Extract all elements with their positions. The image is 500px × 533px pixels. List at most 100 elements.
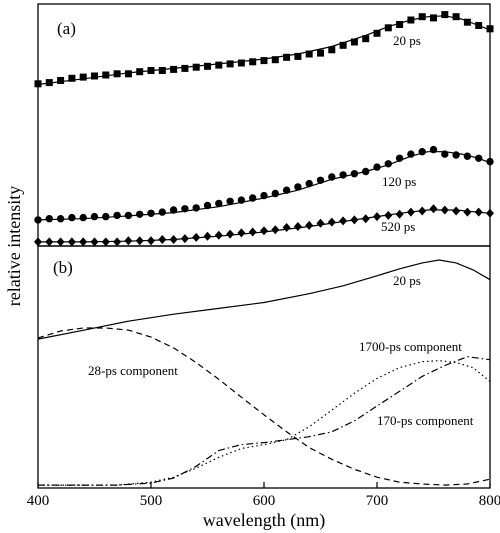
panel-a-120-ps-data-point bbox=[429, 145, 438, 154]
panel-a-120-ps-data-point bbox=[294, 183, 302, 191]
panel-a-20-ps-data-point bbox=[57, 77, 65, 84]
panel-a-120-ps-data-point bbox=[203, 201, 212, 210]
panel-a-20-ps-data-point bbox=[396, 21, 404, 28]
panel-a-20-ps-data-point bbox=[249, 58, 257, 66]
panel-a-120-ps-data-point bbox=[271, 189, 279, 198]
panel-a-20-ps-data-point bbox=[102, 71, 110, 79]
x-axis-title: wavelength (nm) bbox=[203, 510, 325, 531]
panel-b-20-ps-line bbox=[37, 259, 491, 340]
panel-a-520-ps-data-point bbox=[67, 237, 76, 247]
panel-a-20-ps-data-point bbox=[305, 50, 313, 58]
panel-a-520-ps-data-point bbox=[418, 206, 427, 216]
panel-b-28-ps-component-line bbox=[37, 327, 491, 486]
panel-a-120-ps-data-point bbox=[328, 173, 336, 181]
panel-a-520-ps-data-point bbox=[327, 217, 336, 227]
panel-a-520-ps-data-point bbox=[293, 222, 302, 231]
panel-a-120-ps-data-point bbox=[192, 204, 200, 212]
panel-a-520-ps-data-point bbox=[113, 237, 122, 247]
panel-a-20-ps-data-point bbox=[124, 70, 132, 78]
panel-a-120-ps-data-point bbox=[169, 206, 178, 214]
panel-a-120-ps-data-point bbox=[486, 157, 494, 166]
panel-a-120-ps-data-point bbox=[147, 209, 155, 217]
panel-a-120-ps-data-point bbox=[56, 215, 65, 223]
panel-a-20-ps-data-point bbox=[418, 13, 426, 21]
panel-a-120-ps-data-point bbox=[350, 170, 359, 178]
panel-a: (a) 20 ps 120 ps 520 ps bbox=[34, 3, 494, 247]
panel-a-120-ps-data-point bbox=[90, 212, 99, 221]
panel-a-520-ps-data-point bbox=[90, 237, 99, 247]
panel-a-120-ps-data-point bbox=[68, 213, 76, 222]
panel-b-plot bbox=[37, 259, 491, 486]
panel-a-520-ps-data-point bbox=[158, 235, 167, 244]
panel-a-520-ps-data-point bbox=[45, 237, 54, 247]
panel-a-20-ps-data-point bbox=[463, 18, 471, 26]
panel-a-20-ps-data-point bbox=[147, 67, 155, 74]
panel-a-520-ps-data-point bbox=[406, 207, 415, 217]
panel-a-520-ps-data-point bbox=[147, 236, 155, 246]
x-tick-label-500: 500 bbox=[140, 493, 163, 509]
panel-a-20-ps-data-point bbox=[294, 52, 302, 60]
panel-a-520-ps-data-point bbox=[203, 231, 212, 241]
annotation-28ps-component: 28-ps component bbox=[88, 363, 178, 378]
annotation-1700ps-component: 1700-ps component bbox=[359, 339, 462, 354]
panel-a-120-ps-data-point bbox=[475, 154, 483, 162]
panel-a-520-ps-data-point bbox=[350, 215, 359, 225]
panel-a-120-ps-data-point bbox=[215, 199, 223, 208]
panel-a-20-ps-data-point bbox=[260, 57, 268, 65]
panel-a-120-ps-data-point bbox=[339, 171, 347, 179]
panel-a-520-ps-data-point bbox=[56, 237, 65, 247]
panel-a-20-ps-data-point bbox=[350, 38, 358, 46]
panel-b: (b) 20 ps 28-ps component 1700-ps compon… bbox=[37, 245, 491, 489]
panel-a-520-ps-data-point bbox=[214, 230, 223, 240]
panel-a-plot bbox=[34, 11, 494, 247]
panel-a-120-ps-data-point bbox=[34, 216, 42, 224]
panel-a-20-ps-data-point bbox=[430, 14, 437, 22]
annotation-120ps: 120 ps bbox=[382, 174, 416, 189]
panel-a-520-ps-data-point bbox=[474, 207, 483, 217]
panel-a-520-ps-data-point bbox=[373, 212, 381, 222]
panel-a-120-ps-data-point bbox=[79, 213, 87, 222]
panel-a-20-ps-data-point bbox=[317, 49, 324, 57]
panel-a-20-ps-data-point bbox=[452, 13, 460, 21]
x-axis: 400 500 600 700 800 bbox=[27, 482, 500, 509]
panel-a-120-ps-data-point bbox=[113, 211, 121, 220]
panel-a-120-ps-data-point bbox=[237, 196, 246, 204]
panel-a-20-ps-data-point bbox=[271, 56, 279, 64]
panel-a-20-ps-data-point bbox=[45, 79, 53, 87]
x-tick-label-600: 600 bbox=[253, 493, 276, 509]
panel-a-20-ps-data-point bbox=[407, 16, 415, 24]
panel-a-20-ps-data-point bbox=[384, 24, 392, 32]
panel-a-20-ps-data-point bbox=[237, 59, 245, 67]
panel-a-520-ps-data-point bbox=[226, 229, 235, 239]
panel-a-520-ps-data-point bbox=[124, 236, 133, 246]
panel-a-120-ps-data-point bbox=[418, 148, 426, 156]
panel-a-120-ps-data-point bbox=[441, 150, 449, 158]
panel-b-170-ps-component-line bbox=[38, 356, 491, 486]
panel-a-120-ps-data-point bbox=[249, 194, 257, 202]
panel-a-120-ps-data-point bbox=[395, 154, 404, 162]
panel-a-120-ps-data-point bbox=[124, 211, 133, 220]
panel-a-20-ps-data-point bbox=[79, 73, 87, 81]
panel-a-20-ps-data-point bbox=[283, 53, 291, 61]
panel-a-20-ps-data-point bbox=[339, 41, 347, 49]
panel-a-520-ps-data-point bbox=[316, 218, 325, 228]
panel-a-20-ps-data-point bbox=[486, 25, 494, 33]
panel-a-20-ps-data-point bbox=[475, 22, 483, 29]
panel-a-120-ps-data-point bbox=[362, 167, 370, 176]
panel-a-120-ps-data-point bbox=[181, 205, 189, 213]
panel-a-520-ps-data-point bbox=[361, 214, 370, 224]
panel-a-520-ps-data-point bbox=[339, 216, 348, 226]
panel-a-20-ps-data-point bbox=[158, 67, 166, 74]
panel-a-520-ps-data-point bbox=[169, 235, 178, 244]
panel-a-120-ps-data-point bbox=[102, 212, 110, 221]
panel-a-120-ps-data-point bbox=[158, 208, 166, 216]
panel-a-520-ps-data-point bbox=[384, 210, 393, 220]
panel-a-20-ps-data-point bbox=[362, 35, 370, 43]
annotation-170ps-component: 170-ps component bbox=[377, 413, 474, 428]
panel-a-20-ps-data-point bbox=[192, 63, 200, 71]
panel-a-20-ps-data-point bbox=[113, 70, 121, 78]
panel-a-20-ps-data-point bbox=[68, 74, 76, 82]
panel-b-1700-ps-component-line bbox=[38, 359, 491, 486]
panel-a-120-ps-data-point bbox=[407, 150, 415, 158]
